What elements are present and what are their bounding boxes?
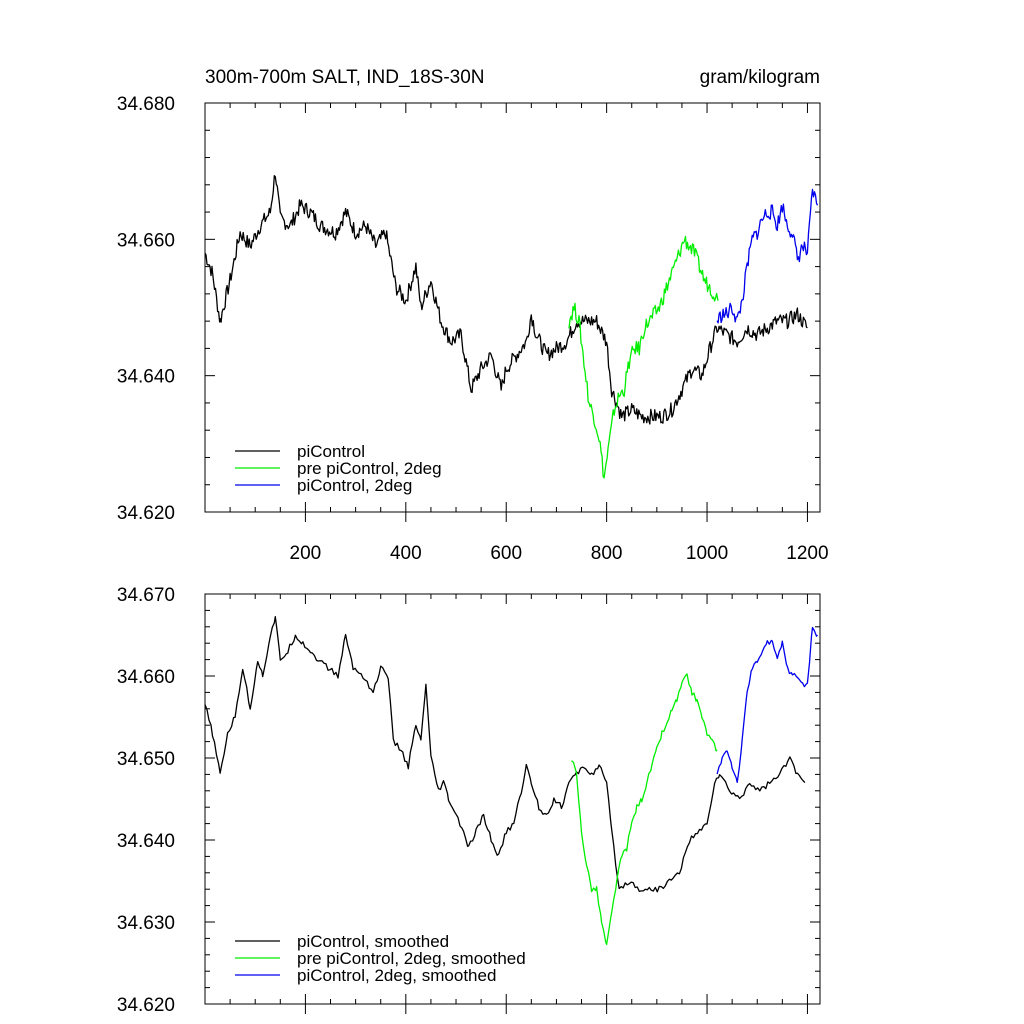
top-ytick-label: 34.620 (117, 503, 175, 524)
bottom-ytick-label: 34.660 (117, 667, 175, 688)
bottom-ytick-label: 34.670 (117, 585, 175, 606)
bottom-plot-frame (204, 593, 821, 1005)
bottom-series-line-1 (571, 673, 718, 946)
top-xtick-label: 800 (591, 543, 623, 564)
top-series-line-1 (568, 235, 719, 479)
top-legend-label-2: piControl, 2deg (297, 476, 412, 495)
top-series-line-2 (716, 188, 819, 324)
top-ytick-label: 34.640 (117, 367, 175, 388)
top-xtick-label: 600 (490, 543, 522, 564)
bottom-ytick-label: 34.650 (117, 749, 175, 770)
top-panel: 300m-700m SALT, IND_18S-30N gram/kilogra… (117, 67, 829, 564)
bottom-ytick-label: 34.640 (117, 831, 175, 852)
bottom-panel: 34.620 34.630 34.640 34.650 34.660 34.670 piC… (117, 585, 821, 1016)
top-series-line-0 (204, 175, 808, 425)
top-ytick-label: 34.680 (117, 94, 175, 115)
bottom-series-line-2 (716, 626, 818, 784)
bottom-legend-label-2: piControl, 2deg, smoothed (297, 966, 496, 985)
top-panel-title: 300m-700m SALT, IND_18S-30N (205, 67, 485, 88)
bottom-series-line-0 (204, 615, 806, 893)
top-xtick-label: 400 (390, 543, 422, 564)
top-xtick-label: 1200 (786, 543, 828, 564)
bottom-ytick-label: 34.630 (117, 913, 175, 934)
top-ytick-label: 34.660 (117, 230, 175, 251)
bottom-legend-label-1: pre piControl, 2deg, smoothed (297, 949, 526, 968)
top-xtick-label: 200 (290, 543, 322, 564)
top-legend-label-1: pre piControl, 2deg (297, 459, 442, 478)
bottom-legend-label-0: piControl, smoothed (297, 932, 449, 951)
top-legend-label-0: piControl (297, 442, 365, 461)
top-plot-frame (204, 102, 821, 513)
top-xtick-label: 1000 (686, 543, 728, 564)
top-panel-units: gram/kilogram (700, 67, 820, 88)
bottom-ytick-label: 34.620 (117, 995, 175, 1016)
